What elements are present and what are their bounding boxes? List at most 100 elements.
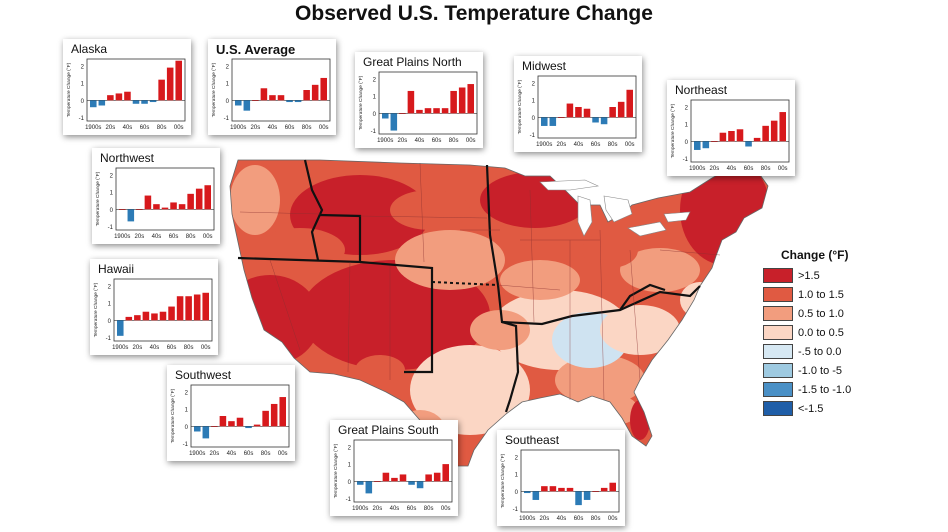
bar [119, 209, 126, 210]
legend-swatch [763, 268, 793, 283]
bar [745, 141, 752, 147]
bar [311, 84, 319, 101]
plot-frame [520, 449, 620, 513]
bar [260, 88, 268, 101]
bar [549, 486, 557, 492]
panel-title: Northeast [675, 83, 728, 97]
x-tick-label: 40s [152, 234, 162, 240]
bar [626, 89, 633, 118]
y-tick-label: -1 [683, 157, 689, 163]
bar [193, 294, 201, 321]
x-tick-label: 00s [201, 345, 211, 351]
bar [176, 296, 184, 321]
panel-chart: 2 1 0 -1 Temperature Change (°F) 1900s 20s 40s 6… [170, 384, 290, 457]
plot-frame [378, 71, 478, 135]
bar [161, 207, 169, 210]
x-tick-label: 1900s [377, 138, 393, 144]
legend-item: <-1.5 [763, 399, 893, 418]
bar [170, 202, 177, 210]
bar [211, 426, 218, 427]
bar [558, 117, 565, 118]
x-tick-label: 1900s [536, 142, 552, 148]
bar [390, 113, 398, 131]
panel-title: Midwest [522, 59, 567, 73]
y-tick-label: 2 [108, 284, 112, 290]
bar [269, 95, 276, 101]
x-tick-label: 00s [319, 125, 329, 131]
x-tick-label: 20s [398, 138, 408, 144]
bar [450, 90, 457, 114]
y-tick-label: -1 [346, 497, 352, 503]
x-tick-label: 00s [203, 234, 213, 240]
bar [408, 481, 415, 485]
x-tick-label: 20s [557, 142, 567, 148]
x-tick-label: 60s [285, 125, 295, 131]
panel-northwest: Northwest 2 1 0 -1 Temperature Change (°F) 190… [92, 148, 220, 244]
plot-frame [231, 58, 331, 122]
bar [711, 141, 718, 142]
bar [442, 464, 449, 482]
bar [558, 487, 565, 492]
bar [286, 100, 293, 103]
bar [374, 481, 381, 482]
map-title: Observed U.S. Temperature Change [295, 2, 653, 25]
legend-swatch [763, 382, 793, 397]
legend-item: -1.0 to -5 [763, 361, 893, 380]
panel-southwest: Southwest 2 1 0 -1 Temperature Change (°F) 190… [167, 365, 295, 461]
y-tick-label: 0 [515, 490, 519, 496]
panel-chart: 2 1 0 -1 Temperature Change (°F) 1900s 20s 40s 6… [517, 75, 637, 148]
legend-item: 0.0 to 0.5 [763, 323, 893, 342]
x-tick-label: 00s [174, 125, 184, 131]
x-tick-label: 60s [432, 138, 442, 144]
bar [433, 472, 441, 482]
panel-great-plains-south: Great Plains South 2 1 0 -1 Temperature Chang… [330, 420, 458, 516]
y-tick-label: -1 [106, 336, 112, 342]
x-tick-label: 40s [268, 125, 278, 131]
y-tick-label: 1 [373, 95, 377, 101]
x-tick-label: 80s [761, 166, 771, 172]
bar [294, 100, 302, 103]
bar [144, 195, 152, 210]
bar [194, 426, 201, 432]
legend-label: >1.5 [798, 269, 820, 282]
x-tick-label: 60s [574, 516, 584, 522]
great-lakes [539, 179, 691, 237]
bar [125, 316, 133, 321]
panel-title: Alaska [71, 42, 108, 56]
bar [98, 100, 106, 106]
x-tick-label: 20s [540, 516, 550, 522]
bar [279, 397, 286, 427]
bar [151, 313, 158, 321]
y-tick-label: 2 [685, 105, 689, 111]
bar [424, 108, 432, 114]
y-tick-label: 2 [81, 64, 85, 70]
legend-items: >1.5 1.0 to 1.5 0.5 to 1.0 0.0 to 0.5 -.5 to… [763, 266, 893, 418]
bar [433, 108, 440, 114]
bar [382, 472, 390, 482]
x-tick-label: 80s [591, 516, 601, 522]
bar [382, 113, 389, 119]
y-tick-label: 1 [226, 82, 230, 88]
bar [178, 204, 186, 210]
panel-midwest: Midwest 2 1 0 -1 Temperature Change (°F) 1900s… [514, 56, 642, 152]
bar [416, 481, 424, 489]
bar [141, 100, 148, 104]
legend-label: 1.0 to 1.5 [798, 288, 844, 301]
bar [117, 320, 124, 336]
bar [399, 474, 407, 482]
panel-title: Northwest [100, 151, 155, 165]
panel-southeast: Southeast 2 1 0 -1 Temperature Change (°F) 190… [497, 430, 625, 526]
x-tick-label: 00s [466, 138, 476, 144]
x-tick-label: 40s [415, 138, 425, 144]
y-tick-label: 0 [185, 425, 189, 431]
panel-title: Great Plains North [363, 55, 462, 69]
y-tick-label: -1 [513, 507, 519, 513]
y-axis-label: Temperature Change (°F) [517, 79, 523, 134]
y-tick-label: -1 [530, 133, 536, 139]
x-tick-label: 60s [244, 451, 254, 457]
y-axis-label: Temperature Change (°F) [66, 62, 72, 117]
x-tick-label: 60s [169, 234, 179, 240]
x-tick-label: 60s [591, 142, 601, 148]
y-tick-label: 0 [373, 112, 377, 118]
bar [166, 67, 174, 101]
